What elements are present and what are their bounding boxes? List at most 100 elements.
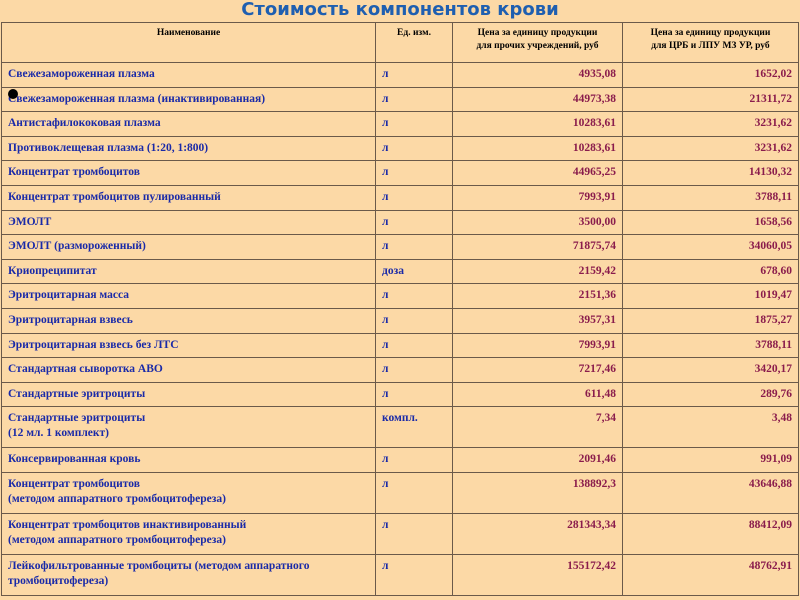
name-cell: Свежезамороженная плазма (инактивированн…	[1, 86, 376, 113]
name-text: Эритроцитарная взвесь без ЛТС	[8, 338, 179, 351]
unit-cell: л	[375, 512, 453, 555]
header-cell: Ед. изм.	[375, 22, 453, 63]
name-cell: Концентрат тромбоцитов	[1, 160, 376, 186]
table-row: Концентрат тромбоцитов л 44965,25 14130,32	[1, 160, 799, 186]
name-cell: Консервированная кровь	[1, 447, 376, 473]
table-row: Противоклещевая плазма (1:20, 1:800) л 102…	[1, 135, 799, 162]
unit-cell: л	[375, 234, 453, 260]
name-cell: Эритроцитарная взвесь без ЛТС	[1, 332, 376, 359]
name-text: ЭМОЛТ	[8, 215, 52, 228]
price-crb-cell: 14130,32	[622, 160, 799, 186]
name-cell: Лейкофильтрованные тромбоциты (методом а…	[1, 553, 376, 596]
unit-cell: компл.	[375, 406, 453, 449]
price-crb-cell: 88412,09	[622, 512, 799, 555]
name-cell: Эритроцитарная масса	[1, 283, 376, 309]
table-row: Стандартная сыворотка АВО л 7217,46 3420,17	[1, 357, 799, 383]
name-cell: Стандартная сыворотка АВО	[1, 357, 376, 383]
name-cell: Концентрат тромбоцитов пулированный	[1, 184, 376, 211]
unit-cell: л	[375, 381, 453, 408]
table-row: Стандартные эритроциты (12 мл. 1 комплект…	[1, 406, 799, 449]
table-row: Криопреципитат доза 2159,42 678,60	[1, 258, 799, 285]
price-crb-cell: 1658,56	[622, 209, 799, 236]
table-row: ЭМОЛТ л 3500,00 1658,56	[1, 209, 799, 236]
table-row: Стандартные эритроциты л 611,48 289,76	[1, 381, 799, 408]
name-cell: Стандартные эритроциты (12 мл. 1 комплект…	[1, 406, 376, 449]
name-cell: Антистафилококовая плазма	[1, 111, 376, 137]
name-text: Концентрат тромбоцитов пулированный	[8, 190, 221, 203]
price-other-cell: 3957,31	[452, 307, 623, 334]
price-crb-cell: 3,48	[622, 406, 799, 449]
name-text: Концентрат тромбоцитов	[8, 166, 140, 179]
name-text: Противоклещевая плазма (1:20, 1:800)	[8, 141, 209, 154]
header-text: для ЦРБ и ЛПУ МЗ УР, руб	[651, 41, 770, 51]
price-other-cell: 281343,34	[452, 512, 623, 555]
name-text: (методом аппаратного тромбоцитофереза)	[8, 533, 226, 546]
unit-cell: л	[375, 86, 453, 113]
price-table: Наименование Ед. изм. Цена за единицу прод…	[1, 22, 799, 596]
name-text: (12 мл. 1 комплект)	[8, 427, 109, 440]
header-cell: Наименование	[1, 22, 376, 63]
price-other-cell: 611,48	[452, 381, 623, 408]
bullet	[8, 89, 18, 99]
header-text: Ед. изм.	[397, 28, 431, 38]
unit-cell: л	[375, 209, 453, 236]
price-crb-cell: 3420,17	[622, 357, 799, 383]
name-text: Стандартная сыворотка АВО	[8, 363, 163, 376]
header-cell: Цена за единицу продукции для ЦРБ и ЛПУ М…	[622, 22, 799, 63]
name-text: Свежезамороженная плазма	[8, 68, 155, 80]
price-other-cell: 4935,08	[452, 62, 623, 88]
price-crb-cell: 34060,05	[622, 234, 799, 260]
unit-cell: л	[375, 332, 453, 359]
header-text: для прочих учреждений, руб	[476, 41, 599, 51]
name-text: Лейкофильтрованные тромбоциты (методом а…	[8, 559, 310, 572]
price-other-cell: 3500,00	[452, 209, 623, 236]
price-crb-cell: 3231,62	[622, 111, 799, 137]
price-other-cell: 2159,42	[452, 258, 623, 285]
price-other-cell: 138892,3	[452, 471, 623, 514]
price-crb-cell: 1875,27	[622, 307, 799, 334]
unit-cell: л	[375, 111, 453, 137]
price-other-cell: 155172,42	[452, 553, 623, 596]
table-row: Консервированная кровь л 2091,46 991,09	[1, 447, 799, 473]
price-other-cell: 10283,61	[452, 111, 623, 137]
unit-cell: л	[375, 160, 453, 186]
header-text: Наименование	[156, 28, 221, 38]
name-text: Консервированная кровь	[8, 453, 141, 466]
price-crb-cell: 3788,11	[622, 184, 799, 211]
unit-cell: л	[375, 307, 453, 334]
table-row: Эритроцитарная взвесь л 3957,31 1875,27	[1, 307, 799, 334]
table-row: Свежезамороженная плазма (инактивированн…	[1, 86, 799, 113]
table-row: ЭМОЛТ (размороженный) л 71875,74 34060,05	[1, 234, 799, 260]
price-crb-cell: 21311,72	[622, 86, 799, 113]
name-text: Эритроцитарная взвесь	[8, 313, 133, 326]
name-text: Эритроцитарная масса	[8, 289, 130, 302]
price-other-cell: 44965,25	[452, 160, 623, 186]
table-row: Эритроцитарная масса л 2151,36 1019,47	[1, 283, 799, 309]
price-other-cell: 7993,91	[452, 332, 623, 359]
name-text: Стандартные эритроциты	[8, 387, 146, 400]
name-text: Криопреципитат	[8, 264, 97, 277]
table-row: Концентрат тромбоцитов пулированный л 7993…	[1, 184, 799, 211]
unit-cell: л	[375, 471, 453, 514]
name-cell: Свежезамороженная плазма	[1, 62, 376, 88]
name-text: Антистафилококовая плазма	[8, 117, 161, 130]
price-other-cell: 10283,61	[452, 135, 623, 162]
name-cell: Концентрат тромбоцитов инактивированный (…	[1, 512, 376, 555]
price-crb-cell: 3788,11	[622, 332, 799, 359]
table-row: Эритроцитарная взвесь без ЛТС л 7993,91 378…	[1, 332, 799, 359]
price-other-cell: 2151,36	[452, 283, 623, 309]
unit-cell: л	[375, 135, 453, 162]
name-text: Концентрат тромбоцитов инактивированный	[8, 518, 247, 531]
header-text: Цена за единицу продукции	[477, 28, 598, 38]
name-text: Стандартные эритроциты	[8, 412, 146, 425]
table-row: Свежезамороженная плазма л 4935,08 1652,02	[1, 62, 799, 88]
name-cell: Противоклещевая плазма (1:20, 1:800)	[1, 135, 376, 162]
name-text: тромбоцитофереза)	[8, 574, 109, 587]
table-row: Антистафилококовая плазма л 10283,61 3231,6…	[1, 111, 799, 137]
price-crb-cell: 289,76	[622, 381, 799, 408]
unit-cell: л	[375, 447, 453, 473]
price-other-cell: 2091,46	[452, 447, 623, 473]
name-cell: Стандартные эритроциты	[1, 381, 376, 408]
price-other-cell: 7217,46	[452, 357, 623, 383]
